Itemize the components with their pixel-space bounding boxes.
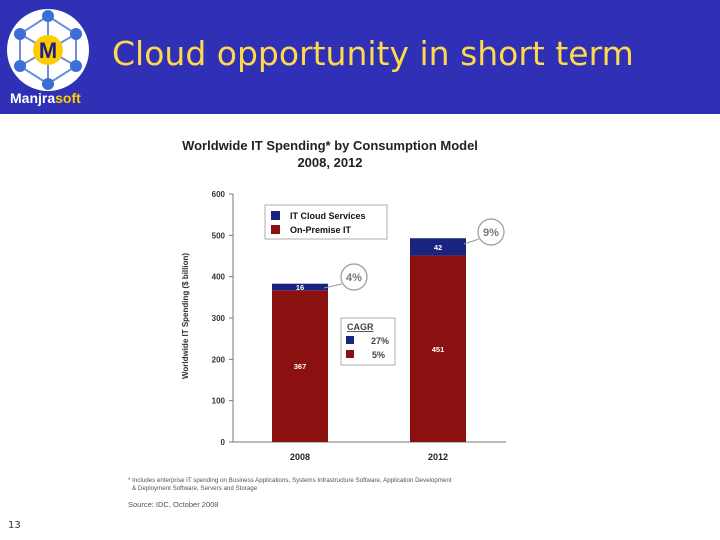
legend-swatch-cloud (271, 211, 280, 220)
bar-2012-onpremise (410, 255, 466, 442)
slide-header: M Manjrasoft Cloud opportunity in short … (0, 0, 720, 114)
bar-value-label: 42 (434, 243, 442, 252)
brand-prefix: Manjra (10, 90, 56, 106)
brand-name: Manjrasoft (10, 90, 81, 106)
chart-title: Worldwide IT Spending* by Consumption Mo… (182, 138, 478, 153)
slide-title: Cloud opportunity in short term (112, 34, 634, 73)
chart-subtitle: 2008, 2012 (297, 155, 362, 170)
legend: IT Cloud Services On-Premise IT (264, 204, 388, 240)
chart-footnote-2: & Deployment Software, Servers and Stora… (132, 485, 258, 492)
y-tick-label: 0 (221, 438, 226, 447)
callout-2008-text: 4% (346, 272, 362, 284)
page-number: 13 (8, 520, 21, 531)
chart-source: Source: IDC, October 2008 (128, 500, 218, 509)
callout-2012-text: 9% (483, 227, 499, 239)
it-spending-chart: Worldwide IT Spending* by Consumption Mo… (128, 138, 506, 509)
legend-entry-cloud: IT Cloud Services (290, 211, 366, 221)
y-tick-label: 600 (212, 190, 226, 199)
callout-2008: 4% (323, 263, 368, 291)
cagr-swatch-cloud (346, 336, 354, 344)
bar-value-label: 367 (294, 362, 307, 371)
manjrasoft-logo-icon: M (7, 9, 89, 91)
y-tick-label: 100 (212, 397, 226, 406)
x-tick-label-2012: 2012 (428, 452, 448, 462)
y-axis-label: Worldwide IT Spending ($ billion) (181, 253, 190, 379)
logo-letter: M (39, 38, 57, 63)
cagr-swatch-onpremise (346, 350, 354, 358)
bar-2008-cloud (272, 283, 328, 291)
y-tick-label: 200 (212, 355, 226, 364)
bar-2012-cloud (410, 238, 466, 256)
brand-suffix: soft (55, 90, 81, 106)
cagr-title: CAGR (347, 322, 374, 332)
y-tick-label: 500 (212, 231, 226, 240)
bar-value-label: 16 (296, 283, 304, 292)
y-tick-label: 400 (212, 273, 226, 282)
cagr-onpremise-value: 5% (372, 350, 385, 360)
cagr-box: CAGR 27% 5% (340, 317, 396, 366)
cagr-cloud-value: 27% (371, 336, 389, 346)
y-tick-label: 300 (212, 314, 226, 323)
chart-footnote-1: * Includes enterprise IT spending on Bus… (128, 477, 452, 484)
bar-value-label: 451 (432, 345, 445, 354)
x-tick-label-2008: 2008 (290, 452, 310, 462)
legend-swatch-onpremise (271, 225, 280, 234)
callout-2012: 9% (463, 218, 505, 246)
legend-entry-onpremise: On-Premise IT (290, 225, 352, 235)
bar-2008-onpremise (272, 290, 328, 442)
